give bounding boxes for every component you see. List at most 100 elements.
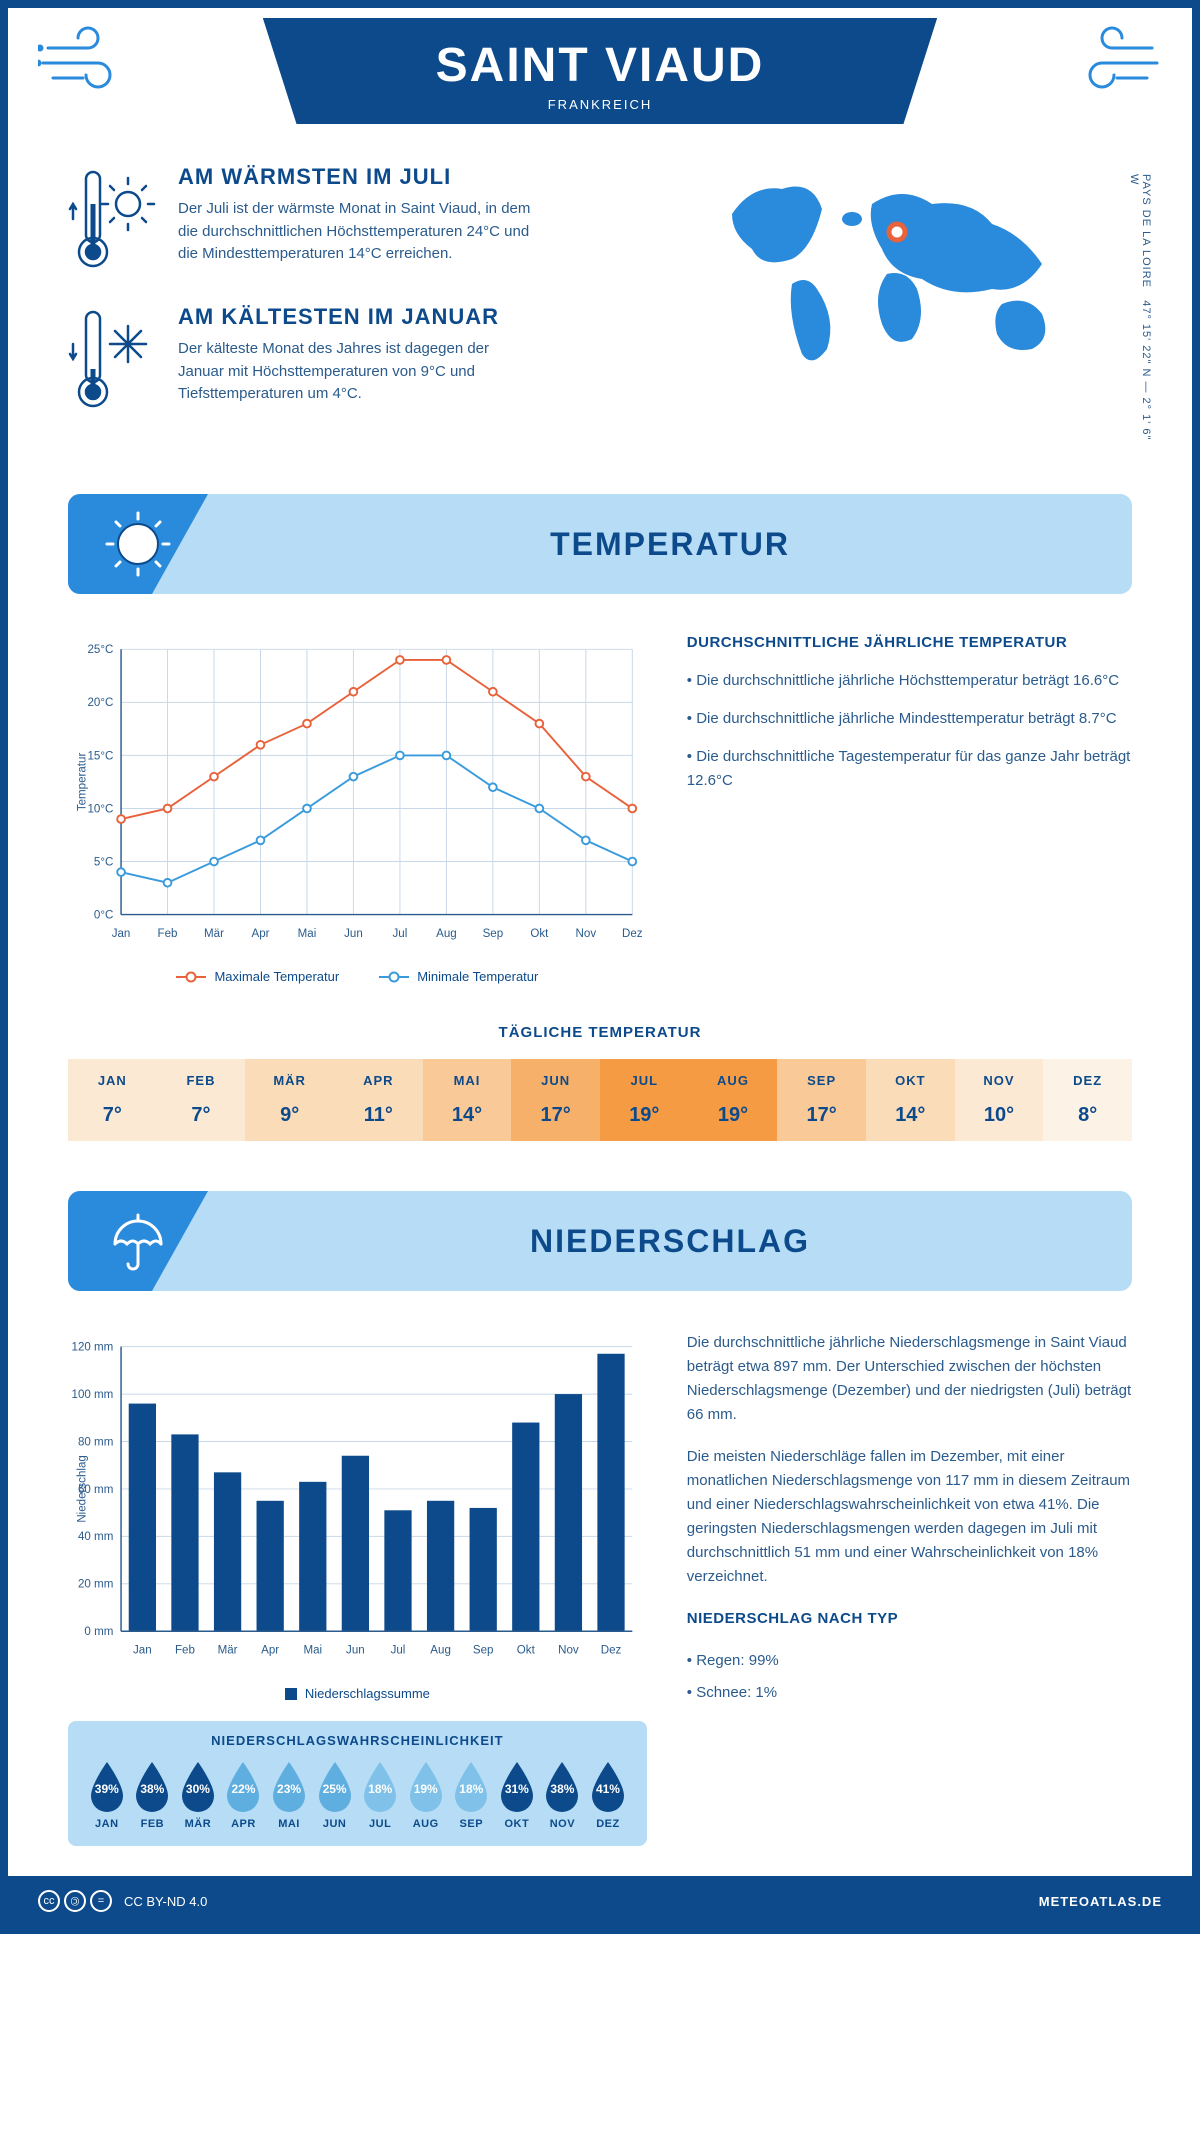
svg-text:Dez: Dez [601,1644,622,1656]
cc-icons: cc 🄯 = [38,1890,112,1912]
world-map: PAYS DE LA LOIRE 47° 15' 22" N — 2° 1' 6… [712,164,1132,444]
daily-cell: APR11° [334,1059,423,1141]
svg-text:80 mm: 80 mm [78,1436,113,1448]
svg-text:Temperatur: Temperatur [76,753,88,812]
svg-text:40 mm: 40 mm [78,1531,113,1543]
drop-cell: 38% FEB [130,1760,176,1830]
drop-cell: 19% AUG [403,1760,449,1830]
svg-text:0°C: 0°C [94,909,113,921]
svg-text:Nov: Nov [558,1644,579,1656]
svg-text:15°C: 15°C [87,750,113,762]
daily-temp-table: JAN7° FEB7° MÄR9° APR11° MAI14° JUN17° J… [68,1059,1132,1141]
wind-icon-left [38,18,138,98]
drop-cell: 18% JUL [357,1760,403,1830]
drop-cell: 41% DEZ [585,1760,631,1830]
daily-cell: JUN17° [511,1059,600,1141]
drop-cell: 38% NOV [540,1760,586,1830]
legend-min: Minimale Temperatur [379,969,538,984]
svg-text:Mär: Mär [204,928,224,940]
title-banner: SAINT VIAUD FRANKREICH [263,18,937,124]
daily-cell: MÄR9° [245,1059,334,1141]
svg-text:Aug: Aug [430,1644,451,1656]
wind-icon-right [1062,18,1162,98]
warm-title: AM WÄRMSTEN IM JULI [178,164,538,190]
temp-section-banner: TEMPERATUR [68,494,1132,594]
coordinates: PAYS DE LA LOIRE 47° 15' 22" N — 2° 1' 6… [1128,174,1152,444]
svg-text:Jun: Jun [344,928,363,940]
umbrella-icon [103,1206,173,1276]
svg-text:Jan: Jan [133,1644,152,1656]
svg-text:20 mm: 20 mm [78,1579,113,1591]
daily-cell: SEP17° [777,1059,866,1141]
daily-cell: OKT14° [866,1059,955,1141]
svg-text:Sep: Sep [473,1644,494,1656]
daily-cell: MAI14° [423,1059,512,1141]
svg-text:Sep: Sep [483,928,504,940]
svg-text:0 mm: 0 mm [84,1626,113,1638]
temp-line-chart: 0°C 5°C 10°C 15°C 20°C 25°C Jan Feb Mär Apr Mai Jun… [68,634,647,984]
precip-section-banner: NIEDERSCHLAG [68,1191,1132,1291]
thermometer-cold-icon [68,304,158,414]
svg-text:Mai: Mai [303,1644,322,1656]
footer: cc 🄯 = CC BY-ND 4.0 METEOATLAS.DE [8,1876,1192,1926]
cold-text: Der kälteste Monat des Jahres ist dagege… [178,338,538,406]
drop-cell: 18% SEP [449,1760,495,1830]
svg-text:Feb: Feb [158,928,178,940]
cold-blurb: AM KÄLTESTEN IM JANUAR Der kälteste Mona… [68,304,672,414]
drop-cell: 39% JAN [84,1760,130,1830]
daily-temp-title: TÄGLICHE TEMPERATUR [68,1024,1132,1041]
daily-cell: DEZ8° [1043,1059,1132,1141]
temp-title: TEMPERATUR [208,526,1132,563]
svg-text:10°C: 10°C [87,803,113,815]
temp-side-text: DURCHSCHNITTLICHE JÄHRLICHE TEMPERATUR •… [687,634,1132,984]
svg-text:Mai: Mai [298,928,317,940]
svg-text:5°C: 5°C [94,856,113,868]
svg-text:Aug: Aug [436,928,457,940]
header-row: SAINT VIAUD FRANKREICH [8,8,1192,124]
site-name: METEOATLAS.DE [1039,1894,1162,1909]
precip-bar-chart: 0 mm20 mm40 mm60 mm80 mm100 mm120 mmJanF… [68,1331,647,1701]
svg-text:Jul: Jul [393,928,408,940]
daily-cell: FEB7° [157,1059,246,1141]
daily-cell: JAN7° [68,1059,157,1141]
city-title: SAINT VIAUD [263,38,937,93]
svg-text:Apr: Apr [261,1644,279,1656]
precip-probability-box: NIEDERSCHLAGSWAHRSCHEINLICHKEIT 39% JAN … [68,1721,647,1846]
precip-title: NIEDERSCHLAG [208,1223,1132,1260]
precip-side-text: Die durchschnittliche jährliche Niedersc… [687,1331,1132,1846]
svg-text:Niederschlag: Niederschlag [76,1455,88,1522]
drop-cell: 23% MAI [266,1760,312,1830]
legend-max: Maximale Temperatur [176,969,339,984]
infographic-frame: SAINT VIAUD FRANKREICH [0,0,1200,1934]
svg-text:Jan: Jan [112,928,131,940]
daily-cell: NOV10° [955,1059,1044,1141]
svg-text:Mär: Mär [218,1644,238,1656]
svg-text:Nov: Nov [576,928,597,940]
svg-text:Apr: Apr [251,928,269,940]
daily-cell: AUG19° [689,1059,778,1141]
svg-text:20°C: 20°C [87,697,113,709]
svg-text:120 mm: 120 mm [72,1342,114,1354]
top-row: AM WÄRMSTEN IM JULI Der Juli ist der wär… [68,164,1132,444]
svg-text:Jul: Jul [391,1644,406,1656]
country-subtitle: FRANKREICH [263,97,937,112]
cold-title: AM KÄLTESTEN IM JANUAR [178,304,538,330]
drop-cell: 31% OKT [494,1760,540,1830]
drop-cell: 25% JUN [312,1760,358,1830]
svg-text:Jun: Jun [346,1644,365,1656]
drop-cell: 30% MÄR [175,1760,221,1830]
legend-precip: Niederschlagssumme [285,1686,430,1701]
warm-text: Der Juli ist der wärmste Monat in Saint … [178,198,538,266]
thermometer-hot-icon [68,164,158,274]
warm-blurb: AM WÄRMSTEN IM JULI Der Juli ist der wär… [68,164,672,274]
svg-text:Okt: Okt [530,928,549,940]
svg-text:100 mm: 100 mm [72,1389,114,1401]
svg-text:Dez: Dez [622,928,643,940]
drop-cell: 22% APR [221,1760,267,1830]
daily-cell: JUL19° [600,1059,689,1141]
svg-text:25°C: 25°C [87,644,113,656]
svg-text:Feb: Feb [175,1644,195,1656]
svg-text:Okt: Okt [517,1644,536,1656]
sun-icon [103,509,173,579]
license-text: CC BY-ND 4.0 [124,1894,207,1909]
